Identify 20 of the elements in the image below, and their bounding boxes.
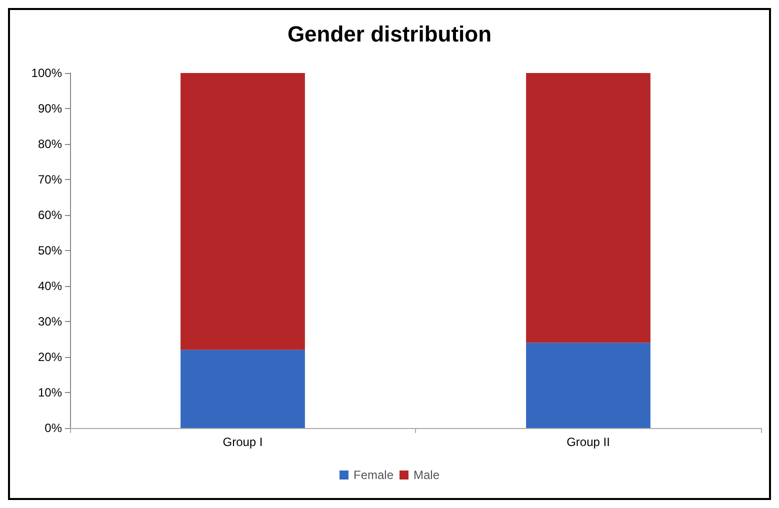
y-tick-label: 80%: [38, 137, 62, 151]
y-tick-label: 50%: [38, 244, 62, 258]
bar: [526, 342, 650, 428]
y-tick-label: 0%: [44, 421, 62, 435]
legend-label: Male: [414, 468, 440, 482]
chart-title: Gender distribution: [287, 22, 492, 46]
y-tick-label: 100%: [31, 66, 62, 80]
y-tick-label: 70%: [38, 172, 62, 186]
bar: [180, 350, 305, 428]
y-tick-label: 30%: [38, 314, 62, 328]
x-tick-label: Group II: [566, 435, 610, 449]
y-tick-label: 90%: [38, 102, 62, 116]
bar: [526, 73, 650, 343]
y-tick-label: 40%: [38, 279, 62, 293]
legend-label: Female: [353, 468, 394, 482]
bar: [180, 73, 305, 350]
y-tick-label: 60%: [38, 208, 62, 222]
y-tick-label: 20%: [38, 350, 62, 364]
y-tick-label: 10%: [38, 386, 62, 400]
x-tick-label: Group I: [222, 435, 263, 449]
